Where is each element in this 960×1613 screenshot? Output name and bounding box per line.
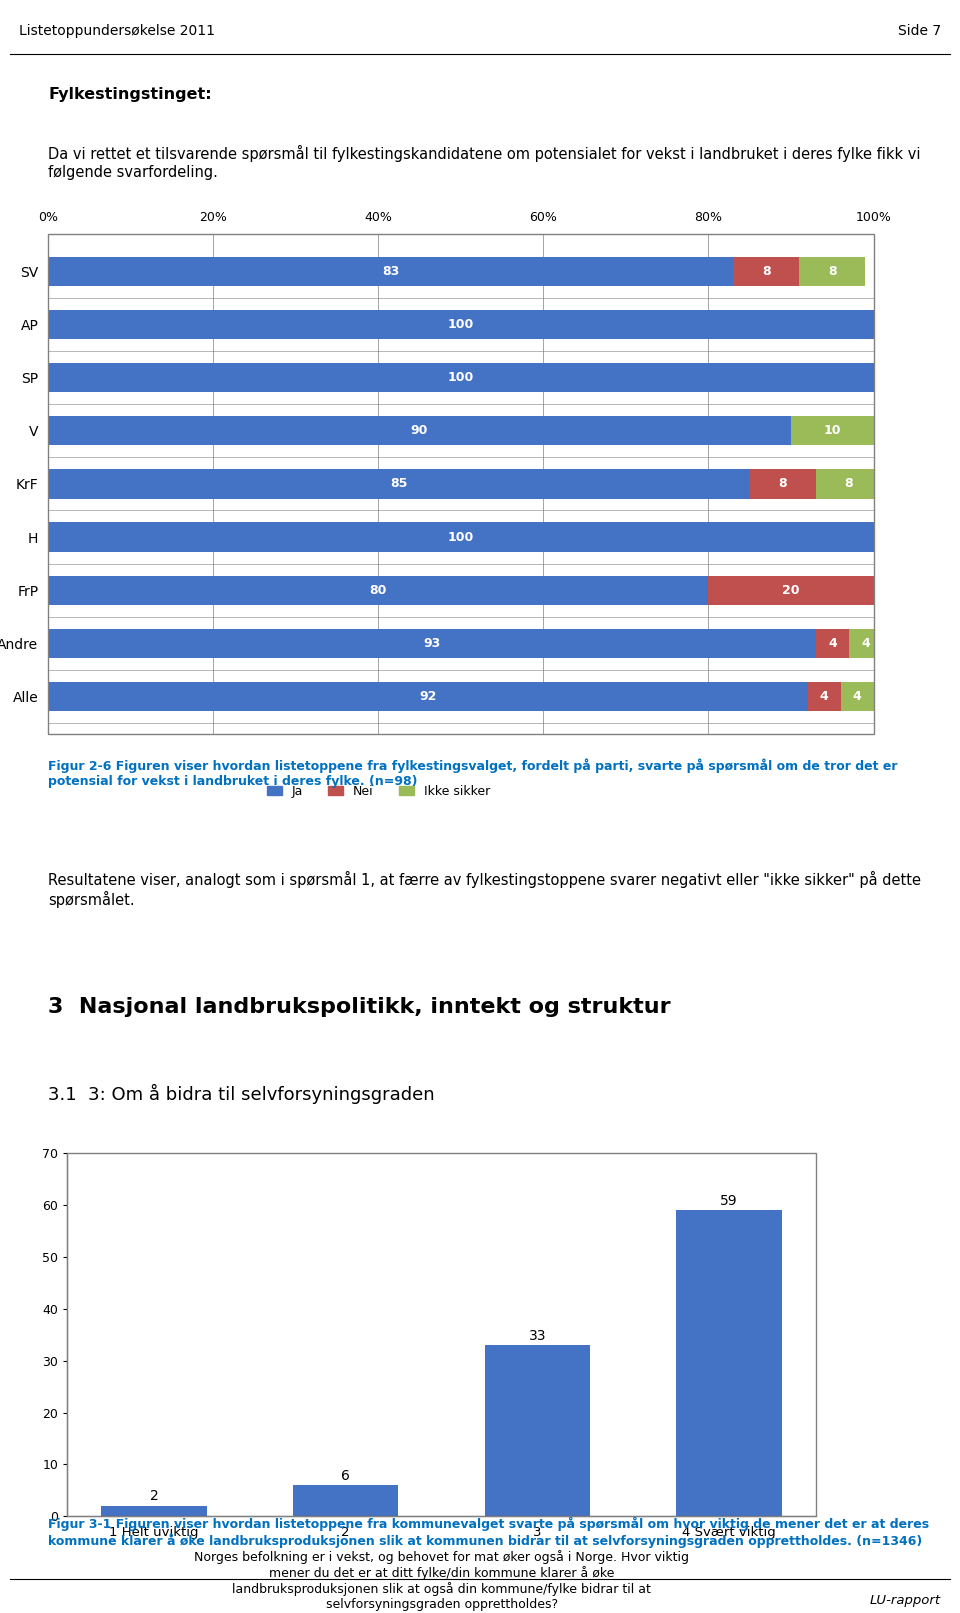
Bar — [791, 416, 874, 445]
Bar — [750, 469, 816, 498]
Text: 93: 93 — [423, 637, 441, 650]
Bar — [48, 576, 708, 605]
Text: Figur 2-6 Figuren viser hvordan listetoppene fra fylkestingsvalget, fordelt på p: Figur 2-6 Figuren viser hvordan listetop… — [48, 758, 898, 787]
Legend: Ja, Nei, Ikke sikker: Ja, Nei, Ikke sikker — [262, 779, 494, 803]
Bar — [48, 469, 750, 498]
Text: 80: 80 — [370, 584, 387, 597]
Text: 90: 90 — [411, 424, 428, 437]
Text: LU-rapport: LU-rapport — [870, 1594, 941, 1608]
Text: 6: 6 — [342, 1468, 350, 1482]
Text: 33: 33 — [529, 1329, 546, 1342]
Bar — [48, 416, 791, 445]
Text: 10: 10 — [824, 424, 841, 437]
Bar — [841, 682, 874, 711]
Text: Da vi rettet et tilsvarende spørsmål til fylkestingskandidatene om potensialet f: Da vi rettet et tilsvarende spørsmål til… — [48, 145, 921, 179]
Text: Figur 3-1 Figuren viser hvordan listetoppene fra kommunevalget svarte på spørsmå: Figur 3-1 Figuren viser hvordan listetop… — [48, 1516, 929, 1547]
Bar — [677, 1210, 782, 1516]
Text: 4: 4 — [852, 690, 861, 703]
Text: 20: 20 — [782, 584, 800, 597]
Bar — [101, 1507, 206, 1516]
Text: 2: 2 — [150, 1489, 158, 1503]
Bar — [807, 682, 841, 711]
Text: 59: 59 — [720, 1194, 738, 1208]
Text: 4: 4 — [861, 637, 870, 650]
Text: 3  Nasjonal landbrukspolitikk, inntekt og struktur: 3 Nasjonal landbrukspolitikk, inntekt og… — [48, 997, 671, 1016]
Text: Side 7: Side 7 — [898, 24, 941, 39]
Text: 83: 83 — [382, 265, 399, 277]
Bar — [485, 1345, 590, 1516]
Bar — [816, 629, 849, 658]
Text: Resultatene viser, analogt som i spørsmål 1, at færre av fylkestingstoppene svar: Resultatene viser, analogt som i spørsmå… — [48, 871, 921, 908]
Text: 100: 100 — [447, 318, 474, 331]
Bar — [816, 469, 882, 498]
Bar — [48, 310, 874, 339]
Bar — [849, 629, 882, 658]
Text: 8: 8 — [828, 265, 836, 277]
Bar — [48, 629, 816, 658]
Text: 100: 100 — [447, 531, 474, 544]
Bar — [293, 1486, 398, 1516]
Bar — [800, 256, 865, 286]
Bar — [708, 576, 874, 605]
Text: Fylkestingstinget:: Fylkestingstinget: — [48, 87, 211, 102]
Text: 8: 8 — [762, 265, 771, 277]
Text: Listetoppundersøkelse 2011: Listetoppundersøkelse 2011 — [19, 24, 215, 39]
Bar — [48, 523, 874, 552]
Text: 92: 92 — [420, 690, 437, 703]
Bar — [48, 682, 807, 711]
Text: 8: 8 — [845, 477, 853, 490]
Bar — [48, 256, 733, 286]
Text: 4: 4 — [828, 637, 837, 650]
Text: 8: 8 — [779, 477, 787, 490]
Bar — [733, 256, 800, 286]
Bar — [48, 363, 874, 392]
Text: 3.1  3: Om å bidra til selvforsyningsgraden: 3.1 3: Om å bidra til selvforsyningsgrad… — [48, 1084, 435, 1103]
Text: 85: 85 — [390, 477, 408, 490]
X-axis label: Norges befolkning er i vekst, og behovet for mat øker også i Norge. Hvor viktig
: Norges befolkning er i vekst, og behovet… — [194, 1550, 689, 1611]
Text: 4: 4 — [820, 690, 828, 703]
Text: 100: 100 — [447, 371, 474, 384]
